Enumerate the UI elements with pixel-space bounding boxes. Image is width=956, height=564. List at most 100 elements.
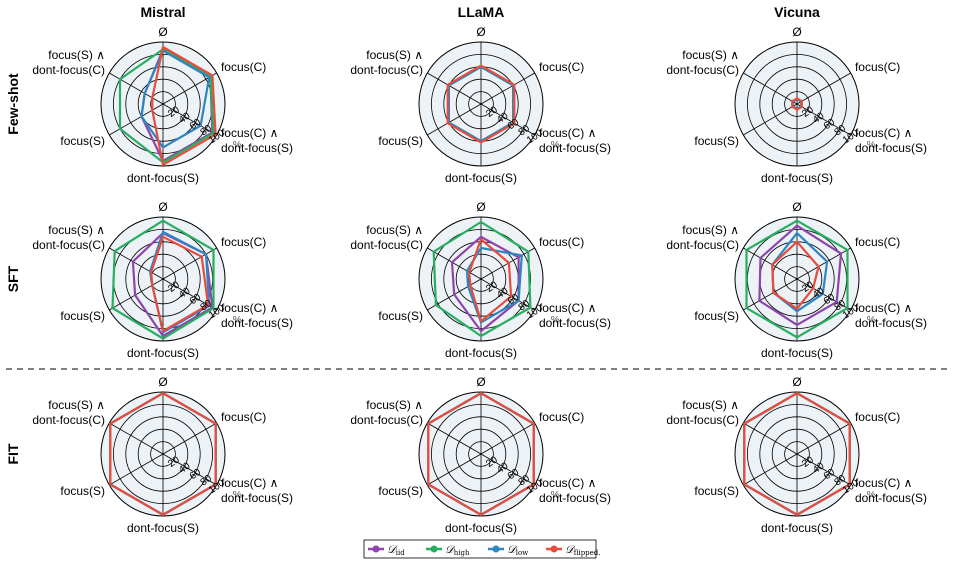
axis-label: focus(C) ∧ dont-focus(S) xyxy=(539,126,611,155)
axis-label: dont-focus(S) xyxy=(127,521,199,535)
axis-label: Ø xyxy=(792,200,801,214)
grid-spoke xyxy=(796,422,851,455)
row-title-few-shot: Few-shot xyxy=(5,73,21,135)
grid-spoke xyxy=(743,247,798,280)
series-flipped xyxy=(427,392,535,516)
grid-spoke xyxy=(162,422,217,455)
radial-unit-label: % xyxy=(867,140,876,151)
axis-label: focus(S) ∧ dont-focus(C) xyxy=(350,48,423,77)
grid-spoke xyxy=(480,278,535,311)
grid-spoke xyxy=(162,247,217,280)
axis-label: focus(S) ∧ dont-focus(C) xyxy=(32,223,105,252)
axis-label: focus(S) xyxy=(60,484,105,498)
series-flipped xyxy=(771,240,820,310)
axis-label: focus(C) xyxy=(221,410,266,424)
row-title-fit: FIT xyxy=(5,443,21,464)
grid-spoke xyxy=(743,453,798,486)
legend-item-high: 𝒟high xyxy=(426,543,470,557)
grid-spoke xyxy=(796,72,851,105)
axis-label: focus(C) ∧ dont-focus(S) xyxy=(539,476,611,505)
axis-label: dont-focus(S) xyxy=(445,346,517,360)
legend-swatch-marker xyxy=(550,545,558,553)
axis-label: Ø xyxy=(158,375,167,389)
grid-spoke xyxy=(109,103,164,136)
axis-label: focus(C) ∧ dont-focus(S) xyxy=(539,301,611,330)
grid-spoke xyxy=(480,72,535,105)
axis-label: Ø xyxy=(476,375,485,389)
grid-spoke xyxy=(796,278,851,311)
axis-label: focus(C) xyxy=(221,235,266,249)
axis-label: focus(C) xyxy=(539,410,584,424)
col-title-vicuna: Vicuna xyxy=(774,4,820,20)
grid-spoke xyxy=(743,278,798,311)
series-iid xyxy=(758,224,843,326)
axis-label: focus(S) ∧ dont-focus(C) xyxy=(350,398,423,427)
legend-label: 𝒟low xyxy=(507,543,528,557)
axis-label: focus(C) ∧ dont-focus(S) xyxy=(855,476,927,505)
axis-label: focus(S) xyxy=(378,484,423,498)
axis-label: focus(C) ∧ dont-focus(S) xyxy=(221,126,293,155)
axis-label: focus(C) ∧ dont-focus(S) xyxy=(855,301,927,330)
series-flipped xyxy=(468,238,513,323)
axis-label: dont-focus(S) xyxy=(127,346,199,360)
axis-label: dont-focus(S) xyxy=(127,171,199,185)
axis-label: Ø xyxy=(476,25,485,39)
grid-spoke xyxy=(109,247,164,280)
series-low xyxy=(149,230,211,334)
series-flipped xyxy=(150,235,210,333)
grid-spoke xyxy=(427,103,482,136)
grid-spoke xyxy=(480,453,535,486)
series-iid xyxy=(450,235,520,333)
series-flipped xyxy=(743,392,851,516)
legend-swatch-marker xyxy=(492,545,500,553)
grid-spoke xyxy=(162,453,217,486)
grid-spoke xyxy=(162,72,217,105)
axis-label: focus(S) xyxy=(378,309,423,323)
axis-label: dont-focus(S) xyxy=(761,346,833,360)
grid-spoke xyxy=(480,103,535,136)
col-title-mistral: Mistral xyxy=(140,4,185,20)
legend-item-low: 𝒟low xyxy=(488,543,528,557)
axis-label: focus(C) ∧ dont-focus(S) xyxy=(221,476,293,505)
series-low xyxy=(465,246,523,324)
series-low xyxy=(140,49,211,149)
grid-spoke xyxy=(743,422,798,455)
axis-label: focus(C) xyxy=(539,60,584,74)
grid-spoke xyxy=(796,453,851,486)
axis-label: focus(C) xyxy=(855,410,900,424)
axis-label: focus(C) xyxy=(855,235,900,249)
radial-unit-label: % xyxy=(233,315,242,326)
row-titles: Few-shot SFT FIT xyxy=(5,73,21,465)
series-high xyxy=(745,219,849,339)
series-flipped xyxy=(151,45,217,166)
axis-label: focus(S) ∧ dont-focus(C) xyxy=(32,398,105,427)
axis-label: focus(C) ∧ dont-focus(S) xyxy=(855,126,927,155)
grid-spoke xyxy=(743,72,798,105)
legend-item-iid: 𝒟iid xyxy=(368,543,405,557)
axis-label: focus(S) ∧ dont-focus(C) xyxy=(32,48,105,77)
axis-label: focus(S) ∧ dont-focus(C) xyxy=(666,48,739,77)
axis-label: focus(S) xyxy=(60,134,105,148)
grid-spoke xyxy=(427,453,482,486)
axis-label: focus(C) xyxy=(855,60,900,74)
grid-spoke xyxy=(427,247,482,280)
legend-label: 𝒟iid xyxy=(387,543,405,557)
grid-spoke xyxy=(427,72,482,105)
axis-label: Ø xyxy=(792,375,801,389)
axis-label: focus(S) xyxy=(694,309,739,323)
grid-spoke xyxy=(480,422,535,455)
axis-label: Ø xyxy=(476,200,485,214)
axis-label: dont-focus(S) xyxy=(761,171,833,185)
grid-spoke xyxy=(109,422,164,455)
radial-unit-label: % xyxy=(551,140,560,151)
grid-spoke xyxy=(796,103,851,136)
